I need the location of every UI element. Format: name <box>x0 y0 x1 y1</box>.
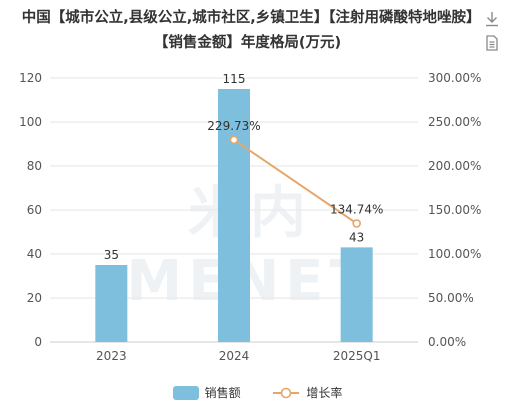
line-value-label: 134.74% <box>330 202 383 216</box>
y-right-tick-label: 100.00% <box>428 247 481 261</box>
legend-item-line[interactable]: 增长率 <box>272 384 342 401</box>
legend-item-bar[interactable]: 销售额 <box>172 384 241 401</box>
download-icon[interactable] <box>483 10 501 28</box>
legend: 销售额 增长率 <box>0 384 515 403</box>
y-left-tick-label: 40 <box>27 247 42 261</box>
y-left-tick-label: 20 <box>27 291 42 305</box>
y-left-tick-label: 0 <box>34 335 42 349</box>
bar <box>95 265 128 342</box>
bar-value-label: 35 <box>104 248 119 262</box>
legend-line-swatch <box>273 387 300 398</box>
y-right-tick-label: 150.00% <box>428 203 481 217</box>
document-icon[interactable] <box>483 34 501 52</box>
growth-line <box>233 139 358 225</box>
bar-value-label: 43 <box>349 230 364 244</box>
y-right-tick-label: 250.00% <box>428 115 481 129</box>
line-point <box>352 219 361 228</box>
y-right-tick-label: 300.00% <box>428 71 481 85</box>
line-value-label: 229.73% <box>207 119 260 133</box>
y-right-tick-label: 200.00% <box>428 159 481 173</box>
y-left-tick-label: 120 <box>19 71 42 85</box>
bar-value-label: 115 <box>223 72 246 86</box>
chart-title: 中国【城市公立,县级公立,城市社区,乡镇卫生】【注射用磷酸特地唑胺】【销售金额】… <box>21 10 474 51</box>
y-left-tick-label: 80 <box>27 159 42 173</box>
y-left-tick-label: 100 <box>19 115 42 129</box>
legend-bar-swatch <box>172 385 199 400</box>
y-right-tick-label: 50.00% <box>428 291 474 305</box>
bar <box>218 89 250 342</box>
y-left-tick-label: 60 <box>27 203 42 217</box>
x-tick-label: 2025Q1 <box>333 349 381 363</box>
bar <box>340 247 373 342</box>
x-tick-label: 2023 <box>96 349 127 363</box>
legend-label-bar: 销售额 <box>204 386 241 400</box>
legend-label-line: 增长率 <box>306 386 343 400</box>
x-tick-label: 2024 <box>219 349 250 363</box>
line-point <box>229 135 239 145</box>
y-right-tick-label: 0.00% <box>428 335 466 349</box>
